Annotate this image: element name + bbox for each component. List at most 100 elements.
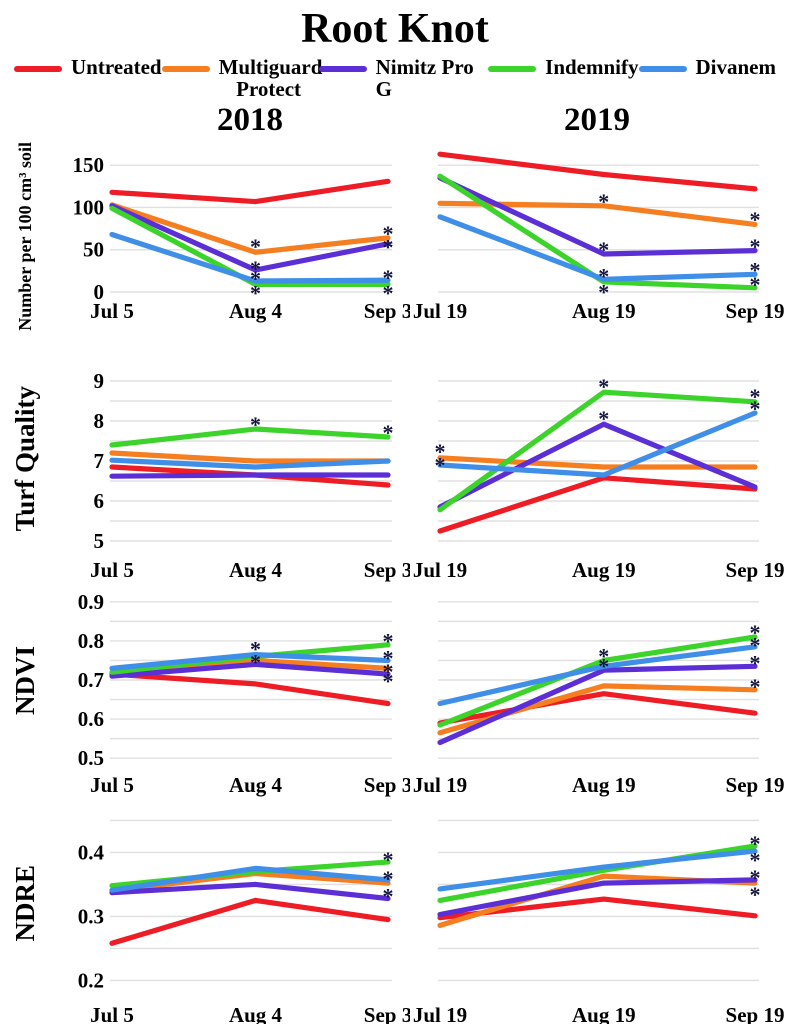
significance-asterisk: * [750,272,761,297]
series-line-nimitz-pro-g [437,663,758,746]
year-2019-header: 2019 [564,102,630,139]
chart-count-2019: * * * * * * * * Jul 19 Aug 19 Sep 19 [410,142,790,361]
x-tick-label: Jul 19 [413,1003,467,1024]
significance-asterisk: * [383,235,394,260]
x-tick-label: Aug 19 [572,558,636,582]
significance-asterisk: * [598,237,609,262]
y-tick-label: 0.7 [78,668,104,692]
ylabel-cell-ndvi: NDVI [0,586,50,806]
row-ndre: NDRE 0.2 0.3 0.4 * * * Jul 5 Aug 4 Sep 3 * * * * Jul… [0,806,790,1024]
legend-label-multiguard-protect: Multiguard Protect [218,55,323,102]
series-line-nimitz-pro-g [437,175,758,257]
x-tick-label: Jul 19 [413,773,467,797]
significance-asterisk: * [750,258,761,283]
x-tick-label: Aug 4 [229,1003,283,1024]
row-nematode-count: Number per 100 cm³ soil 0 50 100 150 * * * * * * *… [0,142,790,361]
legend-item-indemnify: Indemnify [488,55,639,80]
series-line-nimitz-pro-g [109,203,391,273]
series-line-divanem [437,214,758,283]
significance-asterisk: * [383,866,394,891]
series-line-indemnify [109,205,391,288]
ylabel-cell-ndre: NDRE [0,806,50,1024]
significance-asterisk: * [598,654,609,679]
chart-canvas: ****Jul 19 Aug 19 Sep 19 [413,819,785,1024]
chart-ndvi-2019: * * * * * * Jul 19 Aug 19 Sep 19 [410,586,790,806]
series-line-nimitz-pro-g [437,877,758,918]
y-tick-label: 9 [94,369,105,393]
x-tick-label: Sep 19 [726,558,785,582]
significance-asterisk: * [598,406,609,431]
significance-asterisk: * [598,374,609,399]
series-line-divanem [437,848,758,892]
y-tick-label: 8 [94,409,105,433]
significance-asterisk: * [750,632,761,657]
figure-title: Root Knot [301,6,489,52]
x-tick-label: Sep 19 [726,1003,785,1024]
significance-asterisk: * [383,668,394,693]
y-tick-label: 0.9 [78,590,104,614]
significance-asterisk: * [750,865,761,890]
legend-item-untreated: Untreated [14,56,162,78]
row-turf-quality: Turf Quality 5 6 7 8 9 * * Jul 5 Aug 4 Sep 3 * * * *… [0,361,790,586]
significance-asterisk: * [750,620,761,645]
y-tick-label: 0.5 [78,746,104,770]
legend-line-multiguard-icon [161,66,210,73]
legend-line-nimitz-icon [318,66,367,73]
significance-asterisk: * [250,636,261,661]
series-line-indemnify [437,634,758,728]
significance-asterisk: * [250,266,261,291]
series-line-nimitz-pro-g [109,881,391,902]
x-tick-label: Jul 5 [90,299,134,323]
significance-asterisk: * [383,629,394,654]
x-tick-label: Aug 4 [229,773,283,797]
chart-ndre-2019: * * * * Jul 19 Aug 19 Sep 19 [410,806,790,1024]
x-tick-label: Sep 3 [364,1003,410,1024]
significance-asterisk: * [750,650,761,675]
significance-asterisk: * [750,207,761,232]
significance-asterisk: * [598,264,609,289]
significance-asterisk: * [435,453,446,478]
series-line-nimitz-pro-g [109,661,391,679]
series-line-multiguard-protect [109,202,391,256]
legend-item-divanem: Divanem [638,56,776,78]
significance-asterisk: * [750,384,761,409]
series-line-untreated [437,896,758,921]
y-axis-label-count: Number per 100 cm³ soil [14,142,35,331]
chart-turf-quality-2018: 5 6 7 8 9 * * Jul 5 Aug 4 Sep 3 [50,361,410,586]
x-tick-label: Aug 19 [572,1003,636,1024]
series-line-untreated [109,178,391,205]
series-line-untreated [437,151,758,192]
significance-asterisk: * [750,234,761,259]
y-tick-label: 0.8 [78,629,104,653]
significance-asterisk: * [383,659,394,684]
legend-line-untreated-icon [14,66,62,73]
year-2018-header: 2018 [217,102,283,139]
significance-asterisk: * [598,643,609,668]
row-ndvi: NDVI 0.5 0.6 0.7 0.8 0.9 * * * * * * Jul 5 Aug 4 Sep … [0,586,790,806]
x-tick-label: Sep 3 [364,299,410,323]
chart-canvas: ******Jul 19 Aug 19 Sep 19 [413,374,785,582]
chart-ndre-2018: 0.2 0.3 0.4 * * * Jul 5 Aug 4 Sep 3 [50,806,410,1024]
significance-asterisk: * [750,396,761,421]
x-tick-label: Jul 5 [90,558,134,582]
legend: Untreated Multiguard Protect Nimitz Pro … [0,52,790,100]
ylabel-cell-count: Number per 100 cm³ soil [0,142,50,361]
series-line-divanem [109,232,391,284]
y-axis-label-ndre: NDRE [9,865,40,942]
x-tick-label: Jul 19 [413,558,467,582]
significance-asterisk: * [598,189,609,214]
legend-line-divanem-icon [638,66,687,73]
legend-label-indemnify: Indemnify [545,55,639,80]
significance-asterisk: * [750,848,761,873]
series-line-divanem [109,457,391,470]
chart-canvas: ******Jul 19 Aug 19 Sep 19 [413,601,784,797]
significance-asterisk: * [383,265,394,290]
significance-asterisk: * [750,831,761,856]
series-line-indemnify [109,426,391,448]
x-tick-label: Sep 19 [726,299,785,323]
ylabel-cell-turf-quality: Turf Quality [0,361,50,586]
legend-item-nimitz-pro-g: Nimitz Pro G [318,56,489,100]
y-tick-label: 0 [94,280,105,304]
